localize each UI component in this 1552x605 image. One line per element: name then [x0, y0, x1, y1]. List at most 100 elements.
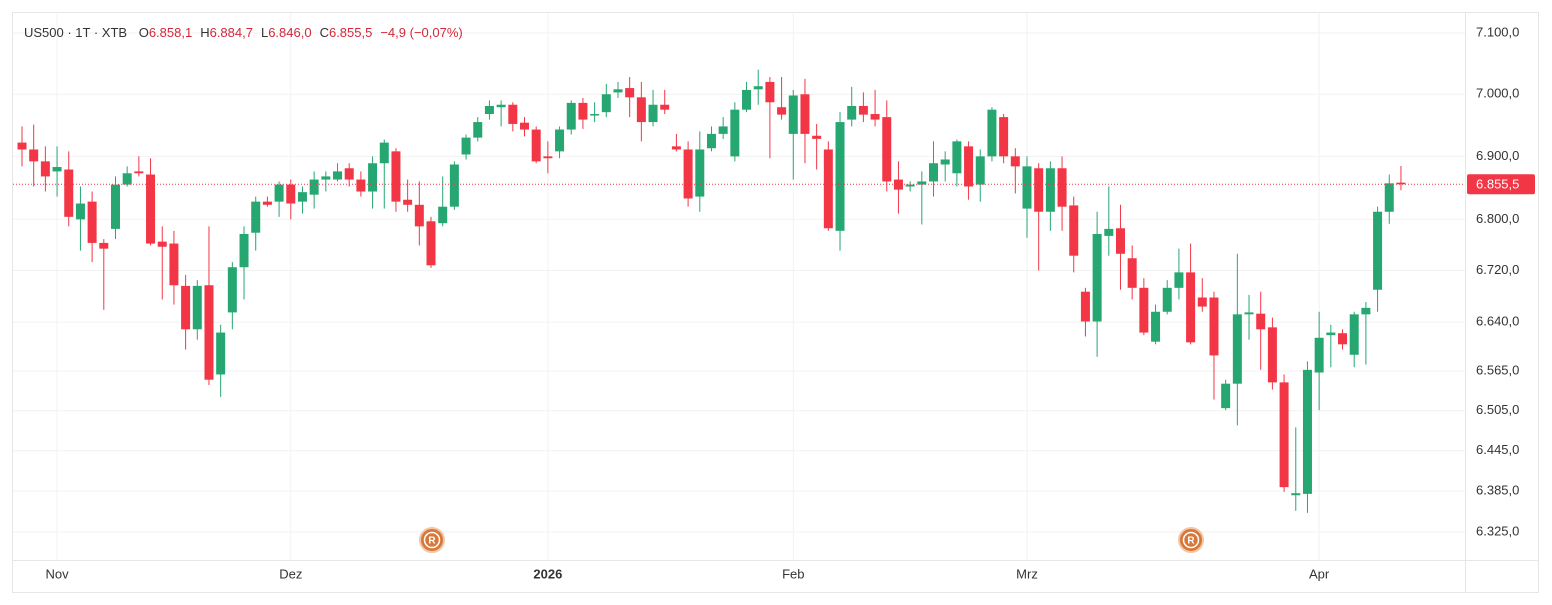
event-marker — [419, 527, 445, 553]
candle-body — [671, 146, 681, 150]
candle-body — [333, 171, 343, 180]
candle-body — [29, 149, 39, 162]
candle-body — [835, 122, 845, 231]
y-tick-label: 6.325,0 — [1476, 523, 1519, 538]
candle-body — [1174, 272, 1184, 288]
candle-body — [496, 104, 506, 108]
last-price-box — [1467, 174, 1535, 195]
candle-body — [531, 129, 541, 162]
candle-body — [438, 206, 448, 224]
candle-body — [344, 168, 354, 180]
candle-body — [1045, 168, 1055, 212]
candle-body — [753, 86, 763, 90]
candle-body — [1256, 313, 1266, 330]
candle-body — [1279, 382, 1289, 488]
candle-body — [882, 117, 892, 182]
candle-body — [777, 107, 787, 115]
x-tick-label: Mrz — [1016, 566, 1038, 581]
candle-body — [1302, 369, 1312, 494]
candle-body — [461, 137, 471, 155]
candle-body — [578, 102, 588, 120]
x-tick-label: Dez — [279, 566, 302, 581]
candle-body — [917, 181, 927, 185]
candle-body — [99, 242, 109, 249]
legend-key: L — [260, 25, 269, 40]
candle-body — [122, 173, 132, 185]
candle-body — [414, 204, 424, 227]
y-tick-label: 7.000,0 — [1476, 86, 1519, 101]
event-marker-ring — [423, 531, 441, 549]
candle-body — [1361, 307, 1371, 315]
candle-body — [146, 174, 156, 244]
candle-body — [730, 109, 740, 157]
candle-body — [391, 151, 401, 202]
candle-body — [1373, 211, 1383, 290]
y-tick-label: 6.565,0 — [1476, 363, 1519, 378]
candle-body — [286, 184, 296, 204]
candle-body — [52, 166, 62, 172]
candle-body — [87, 201, 97, 243]
candle-body — [216, 332, 226, 375]
candle-body — [17, 142, 27, 150]
candle-body — [75, 203, 85, 220]
candle-body — [403, 199, 413, 205]
candle-body — [484, 105, 494, 115]
candle-body — [683, 149, 693, 199]
candle-body — [625, 88, 635, 98]
candle-body — [1022, 166, 1032, 209]
legend-value: 6.884,7 — [209, 25, 253, 40]
candle-body — [134, 171, 144, 174]
candle-body — [590, 114, 600, 116]
frame — [12, 12, 1539, 593]
candle-body — [858, 105, 868, 115]
event-marker — [1178, 527, 1204, 553]
candle-body — [309, 179, 319, 195]
candle-body — [1162, 287, 1172, 312]
y-tick-label: 6.720,0 — [1476, 262, 1519, 277]
event-marker-ring — [1182, 531, 1200, 549]
candle-body — [1221, 383, 1231, 409]
y-tick-label: 7.100,0 — [1476, 24, 1519, 39]
legend-value: 6.855,5 — [328, 25, 373, 40]
legend-key: H — [200, 25, 210, 40]
candle-body — [1034, 168, 1044, 212]
candle-body — [169, 243, 179, 286]
candle-body — [1010, 156, 1020, 167]
legend-value: 6.846,0 — [268, 25, 312, 40]
candle-body — [1349, 314, 1359, 355]
candle-body — [613, 89, 623, 93]
candle-body — [718, 126, 728, 134]
candle-body — [1057, 168, 1067, 207]
candle-body — [426, 221, 436, 266]
candle-body — [1197, 297, 1207, 307]
candle-body — [368, 163, 378, 192]
candle-body — [1092, 233, 1102, 322]
legend-value: 6.858,1 — [148, 25, 193, 40]
candle-body — [251, 201, 261, 233]
candle-body — [1396, 182, 1406, 185]
candle-body — [204, 285, 214, 380]
candle-body — [227, 267, 237, 313]
candle-body — [847, 105, 857, 120]
legend: US500 · 1T · XTB O6.858,1 H6.884,7 L6.846,… — [24, 25, 463, 40]
candle-body — [1267, 327, 1277, 383]
candle-body — [181, 285, 191, 330]
last-price-label: 6.855,5 — [1476, 177, 1519, 192]
symbol: US500 · 1T · XTB — [24, 25, 128, 40]
candle-body — [765, 81, 775, 103]
candle-body — [999, 117, 1009, 157]
candle-body — [274, 184, 284, 202]
y-tick-label: 6.900,0 — [1476, 148, 1519, 163]
candle-body — [321, 176, 331, 180]
candle-body — [987, 109, 997, 157]
y-tick-label: 6.640,0 — [1476, 314, 1519, 329]
candle-body — [695, 149, 705, 197]
candle-body — [788, 95, 798, 134]
candle-body — [975, 156, 985, 185]
candle-body — [870, 114, 880, 120]
candle-body — [706, 133, 716, 149]
y-tick-label: 6.505,0 — [1476, 402, 1519, 417]
candle-body — [1104, 228, 1114, 236]
y-tick-label: 6.800,0 — [1476, 211, 1519, 226]
